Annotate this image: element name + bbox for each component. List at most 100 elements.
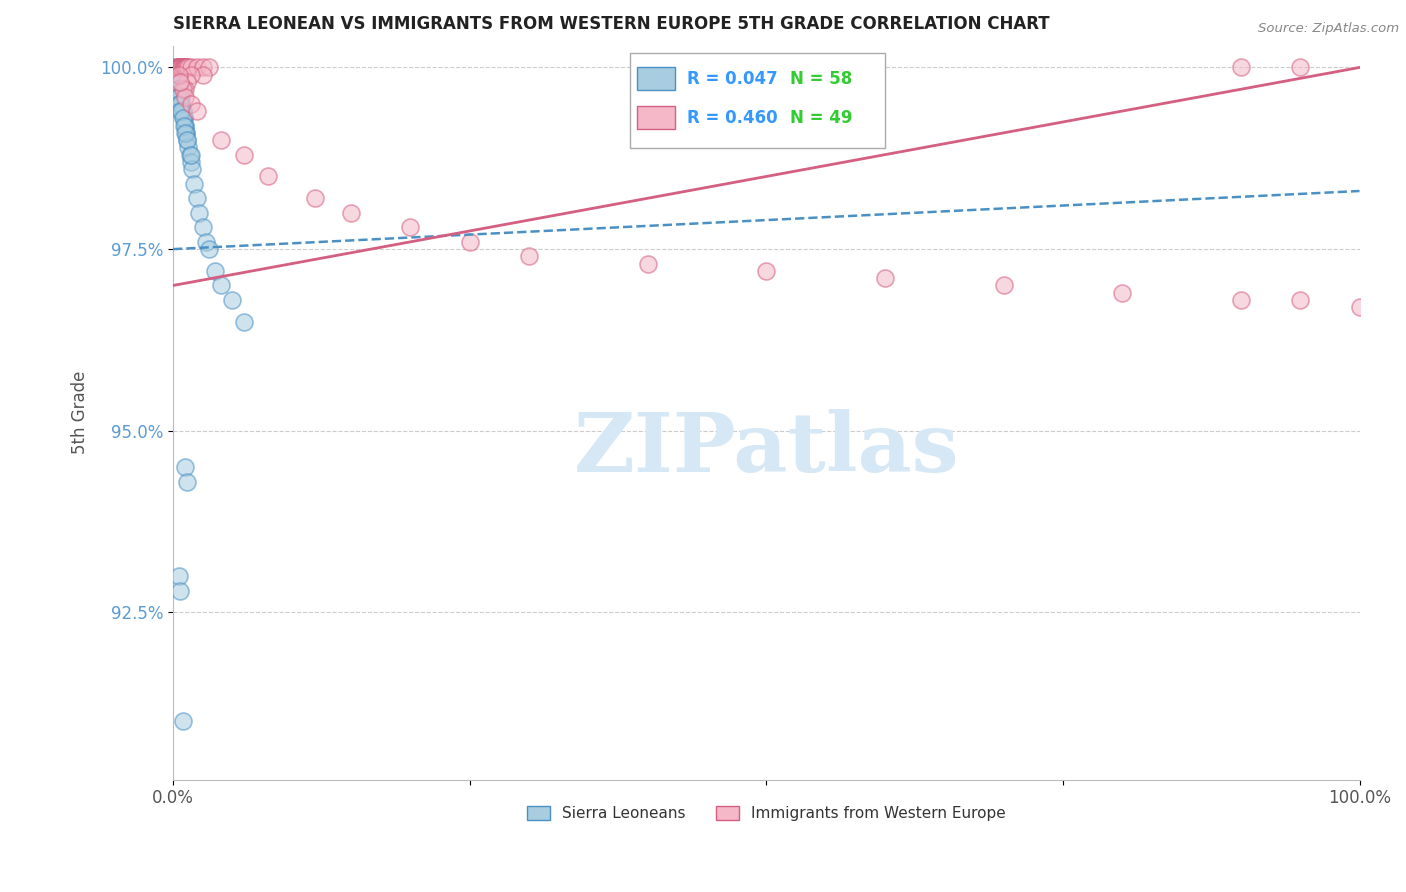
Point <box>167 89 190 103</box>
Point <box>340 206 363 220</box>
Point <box>174 119 197 133</box>
Point <box>637 257 659 271</box>
Text: SIERRA LEONEAN VS IMMIGRANTS FROM WESTERN EUROPE 5TH GRADE CORRELATION CHART: SIERRA LEONEAN VS IMMIGRANTS FROM WESTER… <box>173 15 1050 33</box>
Point <box>174 126 197 140</box>
Text: R = 0.047: R = 0.047 <box>686 70 778 87</box>
Point <box>169 104 191 119</box>
Point <box>169 61 191 75</box>
Point <box>176 475 198 489</box>
Point <box>166 82 188 96</box>
FancyBboxPatch shape <box>630 53 884 148</box>
Point <box>166 89 188 103</box>
Point <box>191 68 214 82</box>
Point <box>755 264 778 278</box>
Point <box>173 112 195 126</box>
Point <box>170 96 193 111</box>
Point <box>167 569 190 583</box>
Point <box>167 75 190 89</box>
Point <box>166 82 188 96</box>
Point <box>169 583 191 598</box>
Point <box>174 126 197 140</box>
Point <box>174 61 197 75</box>
Point <box>172 82 194 96</box>
Point <box>197 61 219 75</box>
Text: N = 58: N = 58 <box>790 70 852 87</box>
Point <box>176 61 198 75</box>
Point <box>177 61 200 75</box>
Point <box>173 112 195 126</box>
Point <box>172 104 194 119</box>
Point <box>173 119 195 133</box>
FancyBboxPatch shape <box>637 106 675 129</box>
Point <box>167 61 190 75</box>
Point <box>180 96 202 111</box>
Point <box>172 104 194 119</box>
Point <box>1289 61 1312 75</box>
FancyBboxPatch shape <box>637 67 675 90</box>
Point <box>170 89 193 103</box>
Point <box>166 61 188 75</box>
Point <box>169 82 191 96</box>
Point <box>165 61 187 75</box>
Point <box>170 61 193 75</box>
Point <box>174 82 197 96</box>
Point <box>233 315 256 329</box>
Point <box>166 68 188 82</box>
Point <box>174 460 197 475</box>
Point <box>209 278 232 293</box>
Point <box>174 119 197 133</box>
Text: ZIPatlas: ZIPatlas <box>574 409 959 490</box>
Point <box>172 112 194 126</box>
Point <box>1289 293 1312 307</box>
Point <box>166 75 188 89</box>
Point <box>993 278 1015 293</box>
Point <box>1111 285 1133 300</box>
Point <box>176 133 198 147</box>
Point <box>169 96 191 111</box>
Point <box>188 206 211 220</box>
Point <box>172 61 194 75</box>
Point <box>169 75 191 89</box>
Point <box>181 162 204 177</box>
Point <box>169 82 191 96</box>
Point <box>195 235 218 249</box>
Point <box>180 155 202 169</box>
Point <box>179 147 201 161</box>
Point <box>174 61 197 75</box>
Point <box>166 61 188 75</box>
Point <box>221 293 243 307</box>
Point <box>167 96 190 111</box>
Point <box>1348 300 1371 314</box>
Point <box>191 61 214 75</box>
Point <box>173 61 195 75</box>
Point <box>180 61 202 75</box>
Point <box>458 235 481 249</box>
Point <box>233 147 256 161</box>
Text: Source: ZipAtlas.com: Source: ZipAtlas.com <box>1258 22 1399 36</box>
Point <box>186 104 208 119</box>
Point <box>170 96 193 111</box>
Point <box>257 169 280 184</box>
Point <box>176 133 198 147</box>
Point <box>169 89 191 103</box>
Point <box>167 68 190 82</box>
Point <box>873 271 896 285</box>
Text: N = 49: N = 49 <box>790 109 852 127</box>
Point <box>172 61 194 75</box>
Point <box>197 242 219 256</box>
Point <box>186 61 208 75</box>
Point <box>166 68 188 82</box>
Point <box>177 140 200 154</box>
Legend: Sierra Leoneans, Immigrants from Western Europe: Sierra Leoneans, Immigrants from Western… <box>520 800 1012 827</box>
Point <box>166 61 188 75</box>
Point <box>186 191 208 205</box>
Point <box>180 68 202 82</box>
Point <box>191 220 214 235</box>
Point <box>166 75 188 89</box>
Point <box>165 68 187 82</box>
Point <box>167 75 190 89</box>
Point <box>209 133 232 147</box>
Point <box>167 82 190 96</box>
Y-axis label: 5th Grade: 5th Grade <box>72 371 89 454</box>
Point <box>166 68 188 82</box>
